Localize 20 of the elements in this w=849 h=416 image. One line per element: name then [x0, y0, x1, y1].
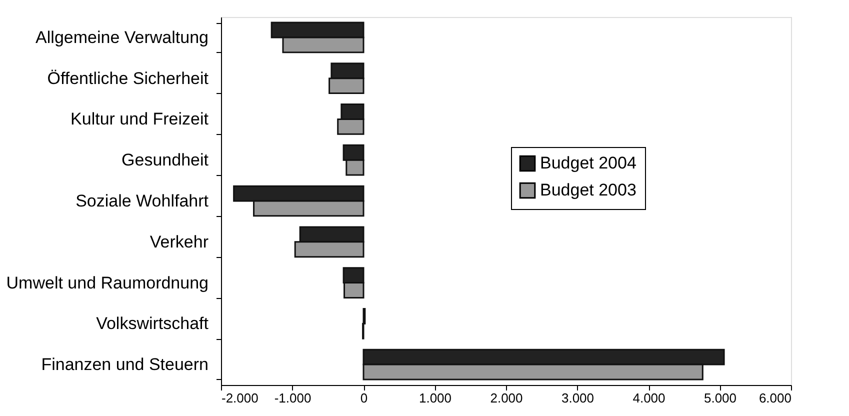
- y-tick-label: Öffentliche Sicherheit: [47, 68, 209, 88]
- x-tick-label: -2.000: [222, 390, 258, 406]
- x-tick-label: 1.000: [418, 390, 452, 406]
- x-tick-label: 4.000: [632, 390, 666, 406]
- legend-label: Budget 2003: [540, 180, 636, 200]
- x-tick-label: 2.000: [490, 390, 523, 406]
- y-tick-label: Soziale Wohlfahrt: [76, 192, 209, 210]
- legend-label: Budget 2004: [540, 154, 636, 172]
- x-tick-label: 6.000: [758, 390, 792, 406]
- y-tick-label: Allgemeine Verwaltung: [36, 28, 208, 47]
- y-tick-label: Kultur und Freizeit: [70, 110, 209, 129]
- y-tick-label: Finanzen und Steuern: [41, 355, 208, 374]
- x-tick-label: 3.000: [561, 390, 594, 406]
- y-tick-label: Volkswirtschaft: [96, 314, 209, 334]
- y-tick-label: Verkehr: [150, 232, 209, 252]
- x-tick-label: -1.000: [274, 390, 312, 406]
- x-tick-label: 5.000: [704, 390, 737, 406]
- y-tick-label: Gesundheit: [122, 150, 209, 170]
- y-tick-label: Umwelt und Raumordnung: [6, 273, 208, 292]
- x-tick-label: 0: [360, 390, 368, 406]
